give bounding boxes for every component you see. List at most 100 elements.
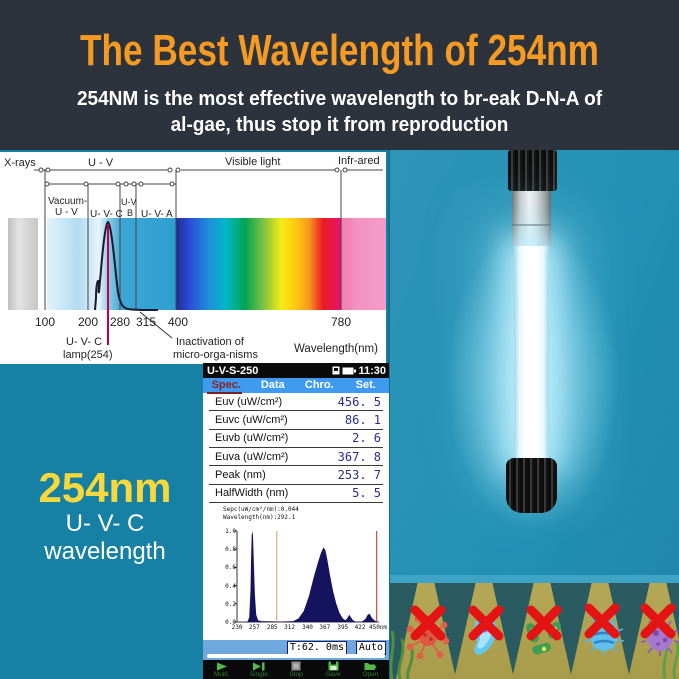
- callout-wavelength: wavelength: [44, 538, 166, 565]
- red-x-icon: [410, 605, 446, 641]
- red-x-icon: [584, 603, 620, 639]
- x-tick-label: 450nm: [368, 624, 388, 631]
- x-tick-label: 285: [266, 624, 278, 631]
- reading-value: 253. 7: [337, 467, 381, 482]
- stop-icon: [291, 661, 301, 671]
- visible-light-band: [176, 218, 341, 310]
- water-surface: [390, 575, 679, 583]
- axis-tick-280: 280: [109, 315, 131, 329]
- chart-spec-readout: Sepc(uW/cm²/nm):0.044: [223, 506, 299, 513]
- uvc-lamp-annotation: U- V- C: [66, 336, 103, 348]
- device-clock: 11:30: [358, 364, 386, 377]
- reading-value: 2. 6: [352, 431, 381, 446]
- table-row: HalfWidth (nm) 5. 5: [209, 485, 383, 503]
- y-tick-label: 0.2: [225, 600, 236, 608]
- axis-tick-400: 400: [167, 315, 189, 329]
- axis-tick-200: 200: [77, 315, 99, 329]
- y-tick-label: 0.0: [225, 619, 236, 626]
- reading-value: 5. 5: [352, 486, 381, 501]
- sublabel-uvb-2: B: [127, 208, 134, 218]
- seaweed-left: [390, 630, 414, 679]
- save-button[interactable]: Save: [315, 660, 352, 679]
- auto-mode-box[interactable]: Auto: [355, 641, 386, 655]
- lamp-metal-collar: [512, 191, 551, 246]
- region-label-visible: Visible light: [225, 156, 281, 168]
- uv-lamp-tube: [514, 246, 549, 460]
- reading-value: 456. 5: [337, 394, 381, 409]
- tab-data[interactable]: Data: [260, 379, 285, 391]
- red-x-icon: [468, 605, 504, 641]
- device-status-bar: T:62. 0ms Auto: [203, 640, 389, 660]
- single-button[interactable]: Single: [240, 660, 277, 679]
- sublabel-vacuum-uv-2: U - V: [55, 207, 78, 218]
- device-title-bar: U-V-S-250 11:30: [203, 363, 389, 378]
- x-tick-label: 367: [319, 624, 331, 631]
- inactivation-annotation-2: micro-orga-nisms: [173, 349, 258, 361]
- x-tick-label: 340: [302, 624, 313, 631]
- red-x-icon: [526, 605, 562, 641]
- tab-spec[interactable]: Spec.: [203, 378, 250, 394]
- killed-microorganisms-strip: [390, 575, 679, 679]
- play-icon: [216, 662, 227, 670]
- y-tick-label: 1.0: [225, 528, 236, 535]
- callout-uvc: U- V- C: [65, 510, 145, 537]
- uvc-lamp-annotation-2: lamp(254): [63, 349, 113, 361]
- progress-bar: [207, 654, 385, 658]
- reading-label: Euva (uW/cm²): [215, 450, 289, 463]
- sublabel-uva: U- V- A: [141, 209, 173, 220]
- sublabel-uvc: U- V- C: [90, 209, 123, 220]
- open-button[interactable]: Open: [352, 660, 389, 679]
- readings-table: Euv (uW/cm²) 456. 5 Euvc (uW/cm²) 86. 1 …: [203, 393, 389, 503]
- y-tick-label: 0.8: [225, 546, 236, 554]
- page-title: The Best Wavelength of 254nm: [79, 26, 599, 75]
- lamp-top-cap: [508, 150, 557, 191]
- stop-button[interactable]: Stop: [277, 660, 314, 679]
- x-tick-label: 257: [248, 624, 260, 631]
- callout-value: 254nm: [38, 464, 172, 511]
- axis-tick-315: 315: [135, 315, 157, 329]
- reading-value: 86. 1: [344, 412, 381, 427]
- xray-band: [8, 218, 38, 310]
- table-row: Peak (nm) 253. 7: [209, 466, 383, 485]
- table-row: Euvb (uW/cm²) 2. 6: [209, 430, 383, 448]
- battery-icon: [342, 367, 357, 374]
- multi-button[interactable]: Multi.: [203, 660, 240, 679]
- subtitle-line-1: 254NM is the most effective wavelength t…: [76, 88, 603, 110]
- region-label-uv: U - V: [88, 157, 114, 169]
- tab-set[interactable]: Set.: [355, 379, 376, 391]
- tab-chro[interactable]: Chro.: [304, 379, 334, 391]
- sublabel-vacuum-uv: Vacuum-: [48, 196, 88, 207]
- memory-card-icon: [332, 366, 340, 375]
- x-tick-label: 312: [284, 624, 295, 631]
- spectrum-chart: Sepc(uW/cm²/nm):0.044 Wavelength(nm):292…: [203, 503, 389, 640]
- axis-tick-780: 780: [330, 315, 352, 329]
- wavelength-spectrum-diagram: X-rays U - V Visible light Infr-ared Vac…: [0, 152, 386, 364]
- reading-label: Euvc (uW/cm²): [215, 413, 288, 426]
- y-tick-label: 0.6: [225, 564, 236, 572]
- lamp-bottom-cap: [506, 458, 557, 513]
- reading-label: Peak (nm): [215, 468, 266, 481]
- infrared-band: [341, 218, 386, 310]
- reading-label: HalfWidth (nm): [215, 487, 289, 500]
- integration-time-box[interactable]: T:62. 0ms: [286, 641, 347, 655]
- axis-tick-100: 100: [34, 315, 56, 329]
- header: The Best Wavelength of 254nm 254NM is th…: [0, 0, 679, 150]
- inactivation-annotation: Inactivation of: [176, 336, 244, 348]
- uv-meter-device-screen: U-V-S-250 11:30 Spec. Data Chro. Set. Eu…: [203, 363, 389, 679]
- device-toolbar: Multi. Single Stop Save Open: [203, 660, 389, 679]
- table-row: Euva (uW/cm²) 367. 8: [209, 448, 383, 467]
- x-tick-label: 422: [354, 624, 366, 631]
- x-tick-label: 395: [337, 624, 349, 631]
- open-folder-icon: [364, 663, 377, 670]
- wavelength-callout: 254nm U- V- C wavelength: [0, 466, 210, 566]
- device-model: U-V-S-250: [207, 364, 259, 377]
- region-label-xrays: X-rays: [4, 157, 36, 169]
- save-icon: [328, 661, 339, 671]
- red-x-icon: [640, 603, 676, 639]
- reading-value: 367. 8: [337, 449, 381, 464]
- sublabel-uvb: U-V: [121, 197, 137, 207]
- table-row: Euv (uW/cm²) 456. 5: [209, 393, 383, 412]
- uvc-lamp-emission-curve: [94, 220, 159, 312]
- uv-lamp-panel: [388, 150, 679, 679]
